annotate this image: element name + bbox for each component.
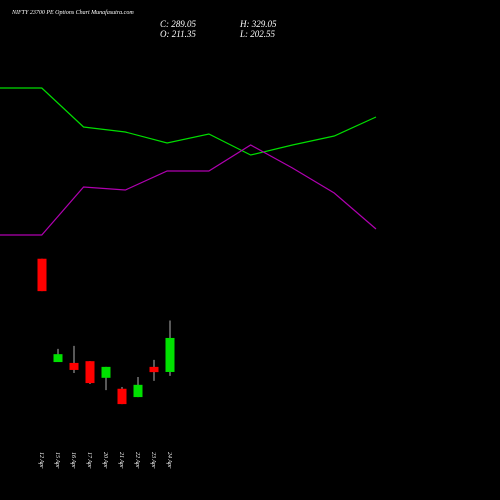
x-tick-label: 16 Apr: [70, 452, 76, 469]
x-tick-label: 17 Apr: [86, 452, 92, 469]
candle-body: [133, 384, 143, 398]
candle-body: [117, 388, 127, 405]
candle-body: [53, 354, 63, 363]
ohlc-label: O: 211.35: [160, 29, 196, 39]
ohlc-label: C: 289.05: [160, 19, 197, 29]
x-tick-label: 20 Apr: [102, 452, 108, 469]
candle-body: [149, 366, 159, 373]
candle-body: [165, 337, 175, 372]
candle-body: [85, 361, 95, 384]
candle-body: [101, 366, 111, 378]
x-tick-label: 22 Apr: [134, 452, 140, 469]
ohlc-label: H: 329.05: [239, 19, 277, 29]
line: [0, 87, 377, 156]
candle-body: [37, 258, 47, 292]
x-tick-label: 12 Apr: [38, 452, 44, 469]
x-tick-label: 15 Apr: [54, 452, 60, 469]
x-tick-label: 23 Apr: [150, 452, 156, 469]
ohlc-label: L: 202.55: [239, 29, 276, 39]
line: [0, 144, 377, 236]
x-tick-label: 24 Apr: [166, 452, 173, 469]
x-tick-label: 21 Apr: [118, 452, 124, 469]
chart-title: NIFTY 23700 PE Options Chart Munafasutra…: [11, 9, 134, 16]
candle-body: [69, 362, 79, 370]
